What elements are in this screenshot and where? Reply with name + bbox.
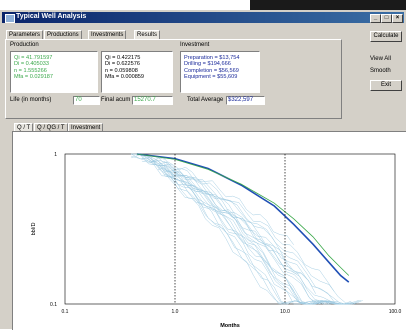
y-tick-label: 0.1	[50, 302, 57, 308]
results-tab-page	[5, 39, 342, 119]
window-title: Typical Well Analysis	[16, 13, 87, 20]
plot-area: 0.1 1.0 10.0 100.0 1 0.1 Months bbl/D	[12, 131, 406, 330]
exit-button[interactable]: Exit	[370, 80, 402, 91]
tab-q-qg-t[interactable]: Q / QG / T	[34, 123, 68, 132]
tab-investment[interactable]: Investment	[68, 123, 104, 132]
decline-curve-chart: 0.1 1.0 10.0 100.0 1 0.1 Months bbl/D	[31, 152, 401, 329]
well-curve	[141, 153, 316, 294]
well-curve	[157, 167, 314, 305]
well-curve	[141, 153, 350, 305]
fit-qi: Qi = 0.422175	[105, 55, 141, 61]
smooth-toggle[interactable]: Smooth	[370, 68, 391, 74]
minimize-icon[interactable]: _	[370, 14, 381, 23]
investment-drilling: Drilling = $194,666	[184, 61, 231, 68]
fit-mfa: Mfa = 0.000859	[105, 73, 145, 80]
well-curve	[141, 157, 302, 305]
total-average-field: $322,597	[226, 96, 265, 105]
close-icon[interactable]: ×	[392, 14, 403, 23]
x-tick-label: 10.0	[280, 309, 290, 315]
investment-preparation: Preparation = $13,754	[184, 55, 240, 61]
final-acum-label: Final acum	[101, 97, 131, 103]
well-curve	[157, 165, 325, 305]
total-average-label: Total Average	[187, 97, 224, 103]
fit-di: Di = 0.622576	[105, 61, 140, 68]
final-acum-field: 15270.7	[132, 96, 173, 105]
tab-productions[interactable]: Productions	[44, 30, 82, 39]
tab-parameters[interactable]: Parameters	[6, 30, 44, 39]
well-curve	[164, 173, 329, 305]
production-di: Di = 0.405033	[14, 61, 49, 68]
fit-n: n = 0.059808	[105, 67, 138, 74]
x-tick-label: 100.0	[389, 309, 402, 315]
production-qi: Qi = 41.791597	[14, 55, 53, 61]
y-tick-label: 1	[54, 152, 57, 158]
app-icon	[5, 14, 15, 23]
plot-frame	[64, 153, 396, 305]
calculate-button[interactable]: Calculate	[370, 31, 402, 42]
production-n: n = 1.555266	[14, 67, 47, 74]
maximize-icon[interactable]: □	[381, 14, 392, 23]
well-curve	[164, 169, 352, 305]
x-axis-label: Months	[220, 323, 240, 329]
screen-top-band	[0, 0, 406, 10]
production-left-box: Qi = 41.791597 Di = 0.405033 n = 1.55526…	[10, 51, 98, 93]
axes-group: 0.1 1.0 10.0 100.0 1 0.1	[50, 152, 401, 315]
view-all-toggle[interactable]: View All	[370, 56, 391, 62]
investment-equipment: Equipment = $55,609	[184, 73, 238, 80]
tab-investments[interactable]: Investments	[88, 30, 127, 39]
production-right-box: Qi = 0.422175 Di = 0.622576 n = 0.059808…	[101, 51, 173, 93]
life-label: Life (in months)	[10, 97, 52, 103]
tab-q-t[interactable]: Q / T	[14, 123, 34, 132]
tab-results[interactable]: Results	[134, 30, 161, 39]
well-curve	[164, 164, 345, 305]
x-tick-label: 1.0	[172, 309, 179, 315]
well-curve	[131, 153, 294, 245]
investment-box: Preparation = $13,754 Drilling = $194,66…	[180, 51, 260, 93]
well-curve	[141, 156, 356, 305]
production-heading: Production	[10, 42, 39, 48]
well-curve	[157, 156, 335, 292]
x-tick-label: 0.1	[62, 309, 69, 315]
investment-completion: Completion = $56,569	[184, 67, 239, 74]
investment-heading: Investment	[180, 42, 210, 48]
well-curve	[131, 153, 341, 305]
series-line-0	[136, 153, 350, 283]
y-axis-label: bbl/D	[31, 223, 37, 236]
dark-background-corner	[250, 0, 406, 10]
life-input[interactable]: 70	[73, 96, 100, 105]
well-lines-group	[131, 153, 363, 305]
series-line-1	[136, 153, 350, 276]
title-bar: Typical Well Analysis _ □ ×	[2, 12, 404, 23]
series-group	[136, 153, 350, 283]
production-mfa: Mfa = 0.029187	[14, 73, 54, 80]
